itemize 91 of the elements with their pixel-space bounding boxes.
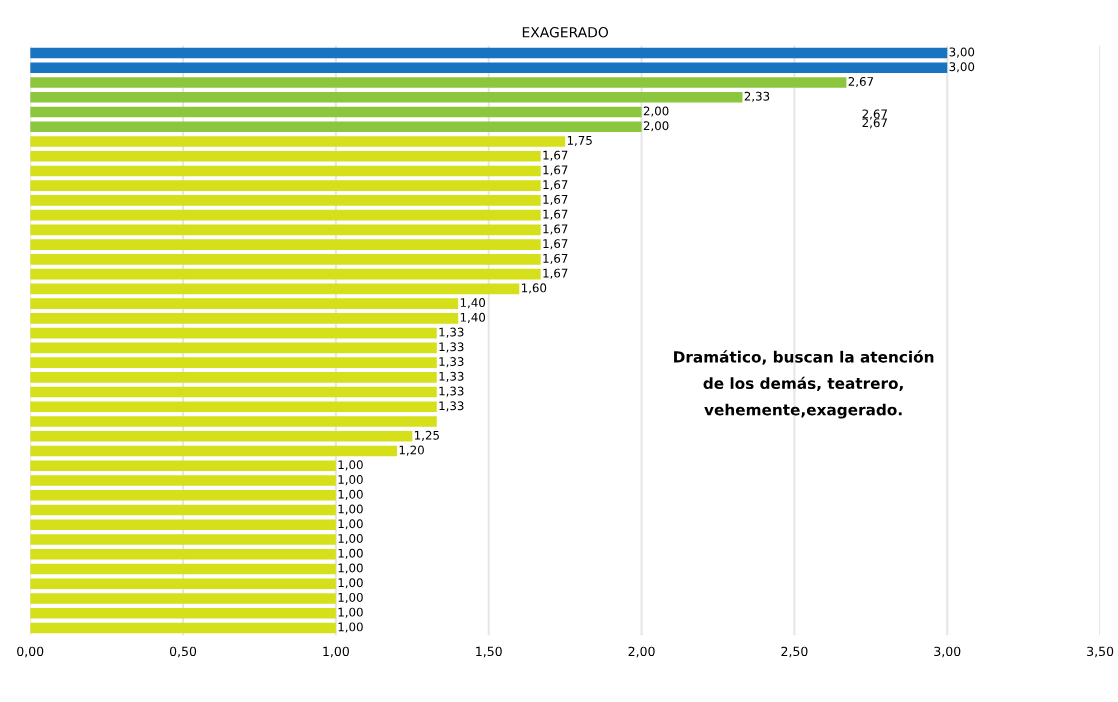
bar — [30, 298, 459, 309]
bar — [30, 357, 437, 368]
data-label: 1,25 — [414, 430, 439, 441]
bar — [30, 548, 336, 560]
bar — [30, 578, 336, 590]
data-label: 1,00 — [338, 563, 363, 574]
data-label: 1,00 — [338, 607, 363, 618]
bar — [30, 239, 541, 250]
data-label: 1,00 — [338, 489, 363, 500]
data-label: 1,67 — [543, 239, 568, 250]
bar — [30, 283, 520, 295]
bar — [30, 106, 642, 118]
data-label: 1,00 — [338, 592, 363, 604]
bar — [30, 386, 437, 398]
bar — [30, 165, 541, 177]
data-label: 1,67 — [543, 165, 568, 176]
bar — [30, 534, 336, 545]
chart-title: EXAGERADO — [522, 26, 609, 38]
annotation: 2,67 — [862, 109, 887, 120]
bar — [30, 489, 336, 501]
bar — [30, 475, 336, 486]
bar — [30, 504, 336, 516]
data-label: 1,40 — [460, 298, 486, 309]
x-tick-label: 3,50 — [1087, 646, 1114, 658]
bar — [30, 47, 948, 59]
data-label: 2,00 — [643, 106, 669, 117]
data-label: 1,33 — [439, 401, 464, 412]
bar — [30, 180, 541, 191]
bar — [30, 372, 437, 383]
x-tick-label: 0,50 — [169, 646, 197, 658]
data-label: 1,33 — [439, 357, 464, 368]
bar — [30, 254, 541, 265]
bar — [30, 563, 336, 575]
data-label: 1,20 — [399, 445, 424, 456]
data-label: 1,00 — [338, 622, 363, 633]
x-tick-label: 2,50 — [781, 646, 808, 658]
data-label: 1,00 — [338, 504, 363, 515]
data-label: 1,75 — [567, 136, 592, 147]
data-label: 1,67 — [543, 224, 568, 235]
bar — [30, 121, 642, 133]
data-label: 3,00 — [949, 62, 975, 73]
data-label: 1,00 — [338, 533, 363, 545]
bar — [30, 342, 437, 354]
data-label: 2,67 — [848, 76, 874, 88]
data-label: 2,00 — [643, 121, 669, 132]
data-label: 1,00 — [338, 519, 363, 530]
data-label: 1,40 — [460, 312, 486, 323]
data-label: 1,67 — [543, 194, 568, 206]
bar — [30, 209, 541, 221]
x-tick-label: 3,00 — [934, 646, 961, 658]
annotation: Dramático, buscan la atención de los demás, teatrero, vehemente,exagerado. — [674, 350, 934, 419]
bar — [30, 430, 413, 442]
data-label: 1,00 — [338, 578, 363, 589]
data-label: 1,67 — [543, 268, 568, 279]
bar — [30, 519, 336, 531]
bar — [30, 622, 336, 634]
data-label: 1,00 — [338, 548, 363, 559]
bar — [30, 313, 459, 324]
bar — [30, 150, 541, 162]
bar — [30, 327, 437, 339]
data-label: 1,33 — [439, 386, 464, 397]
data-label: 2,33 — [744, 91, 770, 102]
bar — [30, 268, 541, 280]
data-label: 1,00 — [338, 460, 363, 471]
bar — [30, 445, 398, 457]
data-label: 1,33 — [439, 371, 464, 382]
bar — [30, 593, 336, 604]
bar — [30, 416, 437, 427]
bar — [30, 195, 541, 206]
bar — [30, 91, 743, 103]
x-tick-label: 2,00 — [628, 646, 655, 658]
annotation: 2,67 — [862, 118, 887, 129]
bar — [30, 136, 566, 147]
data-label: 1,67 — [543, 180, 568, 191]
bar — [30, 401, 437, 413]
data-label: 1,33 — [439, 342, 464, 353]
x-tick-label: 1,50 — [476, 646, 502, 658]
bar — [30, 224, 541, 236]
bar — [30, 607, 336, 619]
bar — [30, 77, 847, 88]
data-label: 1,67 — [543, 150, 568, 161]
data-label: 1,60 — [521, 283, 547, 294]
data-label: 1,33 — [439, 327, 464, 338]
bar — [30, 62, 948, 74]
data-label: 3,00 — [949, 47, 975, 58]
bar — [30, 460, 336, 472]
x-tick-label: 1,00 — [323, 646, 349, 658]
data-label: 1,00 — [338, 475, 363, 486]
data-label: 1,67 — [543, 253, 568, 265]
data-label: 1,67 — [543, 209, 568, 220]
x-tick-label: 0,00 — [17, 646, 44, 658]
